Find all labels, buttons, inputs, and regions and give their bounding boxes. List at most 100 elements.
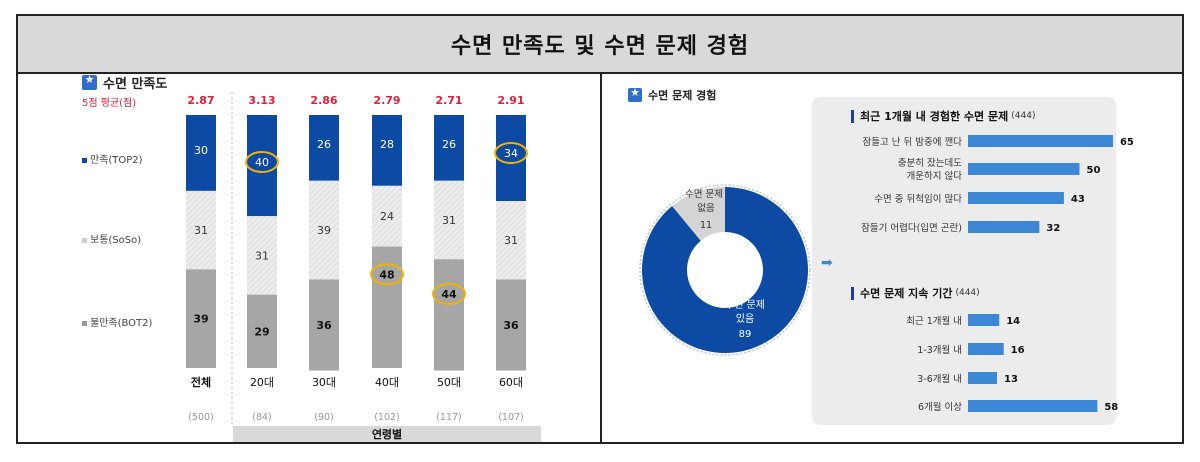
hbar <box>968 343 1004 355</box>
average-value-label: 2.71 <box>435 94 462 107</box>
segment-value-label: 39 <box>193 313 208 326</box>
avg-score-label: 5점 평균(점) <box>82 97 136 109</box>
duration-n: (444) <box>955 288 980 298</box>
average-value-label: 2.86 <box>310 94 337 107</box>
segment-value-label: 31 <box>504 234 518 247</box>
bar-segment <box>309 115 339 181</box>
hbar <box>968 163 1080 175</box>
bar-segment <box>309 180 339 280</box>
hbar-value: 14 <box>1006 316 1020 327</box>
donut-none-value: 11 <box>700 220 712 231</box>
recent-problem-title: 최근 1개월 내 경험한 수면 문제 <box>860 110 1009 123</box>
problem-detail-box <box>812 97 1116 425</box>
hbar <box>968 314 1000 326</box>
hbar-value: 13 <box>1004 374 1018 385</box>
bar-segment <box>186 115 216 191</box>
segment-value-label: 31 <box>442 214 456 227</box>
donut-yes-value: 89 <box>739 329 752 340</box>
sample-size-label: (500) <box>188 412 214 423</box>
recent-problem-heading: 최근 1개월 내 경험한 수면 문제 (444) <box>851 108 1035 124</box>
legend-marker <box>82 158 87 163</box>
heading-marker <box>851 286 854 300</box>
donut-yes-label: 있음 <box>736 313 754 325</box>
segment-value-label: 30 <box>194 144 208 157</box>
bar-segment <box>247 115 277 217</box>
hbar-value: 58 <box>1104 402 1118 413</box>
satisfaction-stacked-chart: 연령별 5점 평균(점) 만족(TOP2) 보통(SoSo) 불만족(BOT2) 30 31… <box>82 92 541 442</box>
segment-value-label: 40 <box>255 156 269 169</box>
segment-value-label: 34 <box>504 147 518 160</box>
segment-value-label: 31 <box>194 224 208 237</box>
segment-value-label: 29 <box>254 325 269 338</box>
hbar-category-label: 6개월 이상 <box>918 401 962 413</box>
hbar-category-label: 잠들기 어렵다(입면 곤란) <box>861 222 962 234</box>
page-title: 수면 만족도 및 수면 문제 경험 <box>18 16 1182 74</box>
hbar-value: 50 <box>1087 165 1101 176</box>
segment-value-label: 26 <box>317 138 331 151</box>
highlight-circle <box>370 263 404 286</box>
duration-heading: 수면 문제 지속 기간 (444) <box>851 285 980 301</box>
hbar-value: 32 <box>1046 223 1060 234</box>
category-label: 60대 <box>499 376 523 389</box>
left-panel-title: 수면 만족도 <box>82 73 167 92</box>
hbar-category-label: 최근 1개월 내 <box>906 315 962 327</box>
category-label: 20대 <box>250 376 274 389</box>
legend-label: 보통(SoSo) <box>90 234 141 246</box>
category-label: 40대 <box>375 376 399 389</box>
sample-size-label: (84) <box>252 412 272 423</box>
hbar <box>968 135 1113 147</box>
right-title-text: 수면 문제 경험 <box>648 89 717 102</box>
donut-none-label: 없음 <box>697 202 715 214</box>
arrow-right-icon: ➡ <box>821 255 833 271</box>
segment-value-label: 44 <box>441 288 457 301</box>
donut-outline <box>639 184 811 356</box>
bar-segment <box>496 115 526 202</box>
segment-value-label: 26 <box>442 138 456 151</box>
hbar <box>968 372 997 384</box>
sample-size-label: (107) <box>498 412 524 423</box>
bar-segment <box>247 294 277 368</box>
bar-segment <box>496 279 526 371</box>
age-group-band <box>233 426 541 442</box>
segment-value-label: 28 <box>380 138 394 151</box>
hbar-value: 16 <box>1011 345 1025 356</box>
average-value-label: 2.87 <box>187 94 214 107</box>
sample-size-label: (102) <box>374 412 400 423</box>
sample-size-label: (90) <box>314 412 334 423</box>
donut-yes-label: 수면 문제 <box>725 299 765 311</box>
segment-value-label: 36 <box>503 319 519 332</box>
donut-slice <box>672 187 725 241</box>
highlight-circle <box>432 282 466 305</box>
legend-marker <box>82 321 87 326</box>
segment-value-label: 36 <box>316 319 332 332</box>
bar-segment <box>309 279 339 371</box>
legend-label: 만족(TOP2) <box>90 154 143 166</box>
bar-segment <box>496 201 526 280</box>
segment-value-label: 31 <box>255 249 269 262</box>
heading-marker <box>851 109 854 123</box>
hbar-category-label: 충분히 잤는데도 <box>898 158 962 169</box>
panel-divider <box>600 72 602 444</box>
hbar-value: 65 <box>1120 137 1134 148</box>
duration-title: 수면 문제 지속 기간 <box>860 287 953 300</box>
bar-segment <box>186 269 216 368</box>
hbar-value: 43 <box>1071 194 1085 205</box>
bar-segment <box>372 115 402 186</box>
bar-segment <box>434 259 464 371</box>
hbar-category-label: 3-6개월 내 <box>917 373 962 385</box>
left-title-text: 수면 만족도 <box>103 77 168 92</box>
hbar-category-label: 개운하지 않다 <box>907 170 963 182</box>
legend-marker <box>82 238 87 243</box>
average-value-label: 2.79 <box>373 94 400 107</box>
segment-value-label: 24 <box>380 210 394 223</box>
hbar-category-label: 수면 중 뒤척임이 많다 <box>874 193 962 205</box>
average-value-label: 3.13 <box>248 94 275 107</box>
segment-value-label: 48 <box>379 268 394 281</box>
hbar <box>968 221 1040 233</box>
segment-value-label: 39 <box>317 224 331 237</box>
highlight-circle <box>494 142 528 164</box>
sample-size-label: (117) <box>436 412 462 423</box>
category-label: 30대 <box>312 376 336 389</box>
bar-segment <box>372 185 402 247</box>
bar-segment <box>434 180 464 260</box>
